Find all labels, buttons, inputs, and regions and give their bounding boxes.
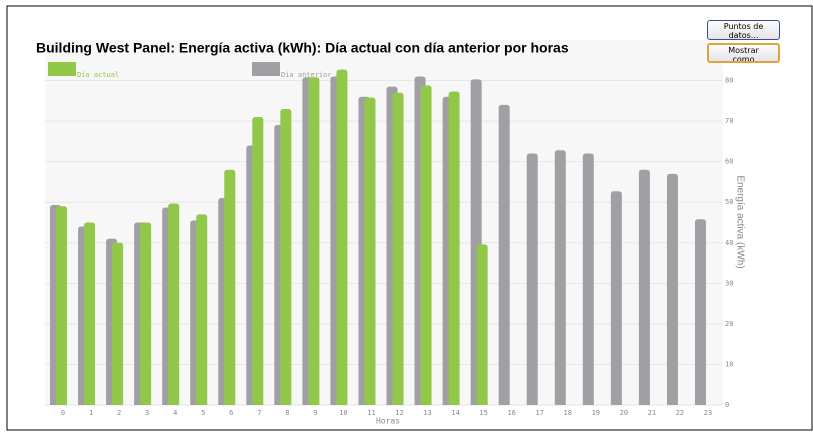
bar	[582, 153, 594, 405]
bar	[56, 206, 68, 405]
y-tick-label: 0	[725, 401, 729, 409]
x-tick-label: 12	[395, 409, 403, 417]
bar	[84, 222, 96, 405]
x-tick-label: 17	[536, 409, 544, 417]
bar	[526, 153, 538, 405]
bar	[610, 191, 622, 405]
y-tick-label: 30	[725, 279, 733, 287]
y-axis-label: Energía activa (kWh)	[734, 175, 745, 268]
bar	[554, 150, 566, 405]
x-tick-label: 11	[367, 409, 375, 417]
y-tick-label: 50	[725, 198, 733, 206]
bar	[336, 69, 348, 405]
y-tick-label: 40	[725, 239, 733, 247]
x-tick-label: 8	[285, 409, 289, 417]
x-tick-label: 13	[423, 409, 431, 417]
x-tick-label: 6	[229, 409, 233, 417]
x-tick-label: 15	[479, 409, 487, 417]
x-tick-label: 16	[507, 409, 515, 417]
x-tick-label: 22	[676, 409, 684, 417]
x-tick-label: 20	[620, 409, 628, 417]
show-image-button[interactable]: Mostrar como imagen...	[707, 43, 780, 63]
bar	[224, 169, 236, 405]
bar	[280, 108, 292, 405]
x-tick-label: 19	[592, 409, 600, 417]
y-tick-label: 20	[725, 320, 733, 328]
y-tick-label: 10	[725, 360, 733, 368]
bar	[666, 173, 678, 405]
x-tick-label: 3	[145, 409, 149, 417]
legend-label: Día actual	[77, 71, 119, 79]
x-axis-label: Horas	[376, 417, 400, 426]
bar	[140, 222, 152, 405]
legend-label: Día anterior	[281, 71, 332, 79]
bar	[694, 219, 706, 405]
legend-swatch	[252, 62, 280, 76]
x-tick-label: 14	[451, 409, 459, 417]
bar	[168, 203, 180, 405]
legend-swatch	[48, 62, 76, 76]
x-tick-label: 9	[313, 409, 317, 417]
bar	[364, 97, 376, 405]
bar	[196, 214, 208, 405]
y-tick-label: 70	[725, 117, 733, 125]
x-tick-label: 18	[564, 409, 572, 417]
bar	[498, 104, 510, 405]
chart-title: Building West Panel: Energía activa (kWh…	[36, 40, 569, 56]
x-tick-label: 2	[117, 409, 121, 417]
bar	[308, 77, 320, 406]
x-tick-label: 0	[61, 409, 65, 417]
x-tick-label: 10	[339, 409, 347, 417]
bar	[638, 169, 650, 405]
bar	[252, 117, 264, 406]
plot-area	[45, 40, 723, 405]
x-tick-label: 23	[704, 409, 712, 417]
bar	[392, 92, 404, 405]
x-tick-label: 21	[648, 409, 656, 417]
x-tick-label: 4	[173, 409, 177, 417]
x-tick-label: 1	[89, 409, 93, 417]
x-tick-label: 7	[257, 409, 261, 417]
bar	[476, 244, 488, 405]
x-tick-label: 5	[201, 409, 205, 417]
data-points-button[interactable]: Puntos de datos...	[707, 20, 780, 40]
y-tick-label: 60	[725, 158, 733, 166]
bar	[112, 242, 124, 405]
bar	[448, 91, 460, 405]
bar	[420, 85, 432, 405]
y-tick-label: 80	[725, 77, 733, 85]
